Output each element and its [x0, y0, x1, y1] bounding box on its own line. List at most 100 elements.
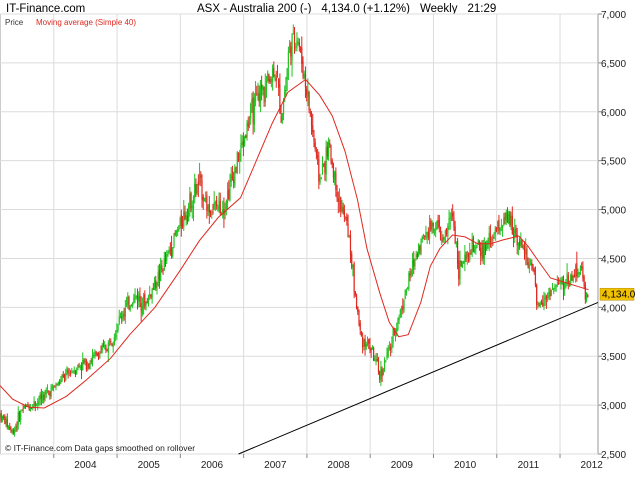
candle-body	[276, 76, 279, 78]
candle-body	[124, 307, 126, 317]
candle-body	[564, 283, 566, 290]
candle-body	[480, 247, 482, 257]
candle-body	[144, 293, 146, 307]
candle-body	[0, 413, 2, 421]
candle-body	[478, 240, 481, 248]
candle-body	[422, 235, 425, 237]
candle-body	[90, 360, 92, 362]
candle-body	[293, 32, 296, 45]
candle-body	[112, 343, 114, 348]
candle-body	[500, 225, 502, 227]
candle-body	[87, 363, 89, 370]
y-tick-label: 6,500	[601, 59, 626, 70]
y-tick-label: 3,500	[601, 352, 626, 363]
candle-body	[437, 219, 439, 222]
candle-body	[449, 218, 451, 220]
candle-body	[431, 221, 433, 231]
candle-body	[39, 394, 41, 401]
candle-body	[549, 292, 551, 297]
candle-body	[21, 410, 23, 412]
candle-body	[170, 247, 173, 257]
candle-body	[82, 360, 84, 371]
candle-body	[525, 249, 527, 255]
candle-body	[179, 217, 181, 226]
candle-body	[213, 202, 215, 210]
candle-body	[494, 227, 496, 235]
candle-body	[381, 369, 383, 377]
candle-body	[11, 429, 13, 432]
candle-body	[587, 294, 589, 298]
candle-body	[113, 336, 115, 345]
candle-body	[184, 213, 186, 219]
candle-body	[526, 248, 528, 262]
candle-body	[335, 172, 337, 191]
candle-body	[106, 349, 108, 352]
candle-body	[186, 215, 189, 222]
candle-body	[351, 253, 353, 268]
candle-body	[55, 384, 57, 388]
candle-body	[125, 302, 128, 307]
candle-body	[364, 339, 366, 347]
candle-body	[246, 123, 248, 138]
candle-body	[119, 316, 122, 318]
candle-body	[560, 282, 562, 285]
candle-body	[461, 264, 464, 268]
candle-body	[147, 296, 150, 305]
candle-body	[78, 366, 80, 368]
candle-body	[466, 251, 468, 258]
candle-body	[543, 298, 545, 306]
candle-body	[242, 140, 244, 146]
candle-body	[488, 232, 490, 245]
candle-body	[349, 234, 352, 255]
candle-body	[140, 303, 142, 311]
candle-body	[481, 243, 483, 258]
candle-body	[509, 211, 511, 226]
y-tick-label: 3,000	[601, 401, 626, 412]
candle-body	[250, 103, 252, 119]
candle-body	[531, 262, 533, 266]
candle-body	[474, 249, 476, 252]
candle-body	[436, 220, 438, 229]
candle-body	[230, 174, 232, 182]
candle-body	[341, 208, 343, 210]
candle-body	[51, 385, 53, 389]
candle-body	[3, 416, 5, 419]
candle-body	[65, 373, 67, 381]
candle-body	[313, 134, 315, 142]
x-tick-label: 2011	[518, 460, 540, 471]
candle-body	[93, 355, 95, 357]
candle-body	[554, 286, 556, 288]
x-tick-label: 2009	[391, 460, 414, 471]
candle-body	[139, 293, 141, 301]
candle-body	[393, 327, 395, 335]
candle-body	[383, 360, 386, 370]
candle-body	[286, 68, 288, 80]
candle-body	[157, 272, 159, 286]
candle-body	[547, 293, 549, 298]
candle-body	[511, 215, 513, 235]
candle-body	[308, 91, 310, 111]
candle-body	[355, 295, 358, 309]
candle-body	[217, 207, 219, 209]
candle-body	[1, 415, 4, 421]
candle-body	[88, 363, 90, 369]
candle-body	[307, 91, 309, 98]
candle-body	[99, 352, 101, 359]
candle-body	[573, 273, 575, 278]
candle-body	[340, 197, 342, 212]
candle-body	[559, 282, 561, 284]
last-value-label: 4,134.0	[602, 290, 636, 301]
candle-body	[416, 253, 419, 258]
time-label: 21:29	[467, 3, 497, 15]
y-tick-label: 7,000	[601, 10, 626, 21]
candle-body	[425, 232, 427, 239]
candle-body	[150, 295, 152, 297]
candle-body	[15, 425, 17, 431]
candle-body	[162, 270, 164, 272]
candle-body	[363, 338, 365, 347]
candle-body	[394, 333, 397, 337]
candle-body	[95, 351, 97, 354]
candle-body	[71, 371, 73, 373]
candle-body	[152, 288, 154, 290]
